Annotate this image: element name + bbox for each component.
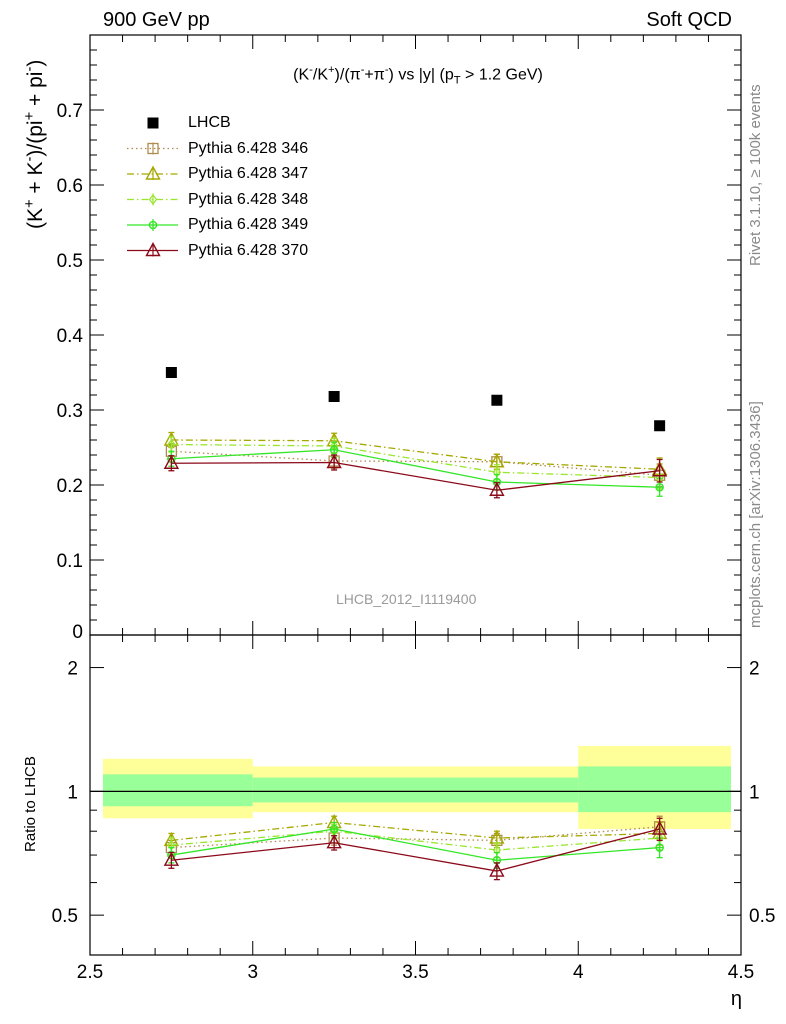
uncertainty-band-inner-2 — [578, 766, 731, 813]
series-349-line — [171, 449, 660, 488]
legend-label-5: Pythia 6.428 370 — [188, 241, 309, 259]
legend-label-0: LHCB — [188, 114, 231, 131]
ratio-series-348-line — [171, 830, 660, 851]
ratio-series-370-point-2 — [489, 862, 505, 877]
y-tick-label-ratio-right-1: 1 — [749, 782, 760, 803]
ratio-series-370-point-0 — [163, 851, 180, 866]
x-tick-label-1: 3 — [247, 962, 258, 983]
legend-label-2: Pythia 6.428 347 — [188, 165, 309, 182]
legend-label-3: Pythia 6.428 348 — [188, 190, 309, 208]
rivet-label: Rivet 3.1.10, ≥ 100k events — [747, 84, 764, 266]
y-tick-label-top-4: 0.5 — [57, 251, 83, 272]
ratio-series-349-line — [171, 828, 660, 861]
series-370-line — [171, 461, 660, 491]
y-tick-label-top-5: 0.6 — [57, 176, 83, 197]
legend-label-4: Pythia 6.428 349 — [188, 216, 309, 233]
series-370-point-1 — [326, 454, 342, 469]
series-370-point-2 — [489, 481, 505, 496]
y-tick-label-top-2: 0.3 — [57, 401, 83, 422]
legend-marker-3 — [148, 194, 158, 205]
legend-marker-2 — [145, 165, 161, 180]
series-lhcb-point-2 — [491, 394, 503, 406]
series-348-point-0 — [167, 439, 176, 450]
series-lhcb-point-3 — [654, 420, 666, 432]
uncertainty-band-inner-0 — [103, 774, 253, 807]
ratio-series-370-point-3 — [651, 820, 668, 835]
series-347-line — [171, 439, 660, 470]
plot-title: (K-/K+)/(π-+π-) vs |y| (pT > 1.2 GeV) — [293, 64, 543, 87]
series-370-point-0 — [163, 454, 180, 469]
y-tick-label-ratio-right-2: 2 — [749, 659, 760, 680]
header-left: 900 GeV pp — [103, 9, 210, 31]
legend-marker-0 — [147, 117, 159, 129]
y-tick-label-ratio-left-2: 2 — [67, 659, 78, 680]
y-tick-label-ratio-right-0: 0.5 — [749, 906, 775, 927]
analysis-watermark: LHCB_2012_I1119400 — [336, 591, 477, 607]
uncertainty-band-inner-1 — [252, 777, 579, 803]
x-tick-label-4: 4.5 — [728, 962, 754, 983]
series-348-line — [171, 443, 660, 479]
series-370-point-3 — [651, 462, 668, 477]
x-tick-label-3: 4 — [573, 962, 584, 983]
y-tick-label-top-0: 0.1 — [57, 551, 83, 572]
legend-label-1: Pythia 6.428 346 — [188, 139, 309, 157]
y-axis-label-ratio: Ratio to LHCB — [22, 756, 39, 852]
y-tick-label-top-6: 0.7 — [57, 101, 83, 122]
series-lhcb-point-0 — [165, 367, 177, 378]
ratio-series-370-line — [171, 828, 660, 872]
ratio-series-346-line — [171, 826, 660, 849]
header-right: Soft QCD — [646, 9, 732, 31]
y-tick-label-top-zero: 0 — [72, 622, 83, 643]
x-axis-label: η — [730, 988, 742, 1010]
y-tick-label-top-3: 0.4 — [57, 326, 84, 347]
series-346-line — [171, 450, 660, 476]
legend-marker-5 — [145, 242, 161, 257]
y-tick-label-ratio-left-0: 0.5 — [52, 906, 78, 927]
x-tick-label-2: 3.5 — [402, 962, 428, 983]
y-axis-label-top: (K+ + K-)/(pi+ + pi-) — [22, 59, 47, 229]
series-lhcb-point-1 — [328, 391, 340, 402]
x-tick-label-0: 2.5 — [77, 962, 103, 983]
mcplots-label: mcplots.cern.ch [arXiv:1306.3436] — [747, 401, 764, 628]
ratio-series-370-point-1 — [326, 834, 342, 849]
ratio-series-347-line — [171, 821, 660, 842]
y-tick-label-ratio-left-1: 1 — [67, 782, 78, 803]
legend-marker-1 — [147, 142, 159, 155]
y-tick-label-top-1: 0.2 — [57, 476, 83, 497]
